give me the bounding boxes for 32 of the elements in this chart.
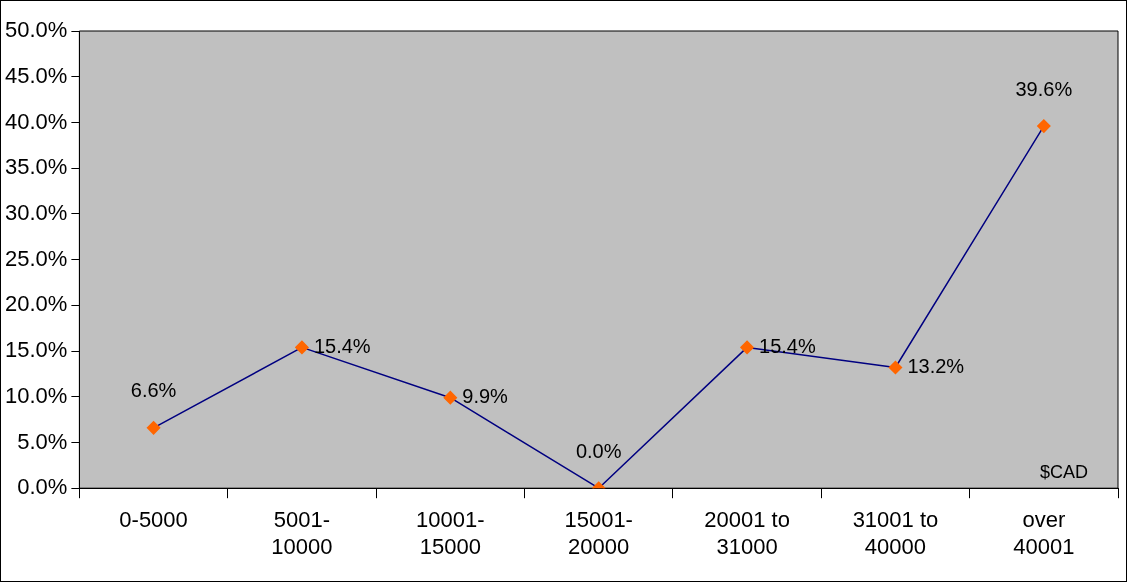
y-tick-label: 45.0% (4, 62, 68, 88)
annotation: $CAD (1039, 462, 1088, 483)
y-tick-label: 10.0% (4, 382, 68, 408)
x-tick-label: 5001- 10000 (271, 507, 333, 559)
y-tick-label: 30.0% (4, 199, 68, 225)
point (146, 421, 161, 435)
data-label: 13.2% (907, 355, 965, 378)
y-tick-label: 20.0% (4, 291, 68, 317)
point (295, 340, 309, 355)
x-tick-label: 15001- 20000 (564, 507, 633, 559)
data-label: 9.9% (462, 385, 509, 408)
x-tick-label: over 40001 (1013, 507, 1075, 559)
y-tick-label: 50.0% (4, 17, 68, 43)
data-label: 0.0% (575, 439, 622, 462)
y-tick-label: 15.0% (4, 337, 68, 363)
data-label: 39.6% (1015, 77, 1073, 100)
x-tick-label: 31001 to 40000 (852, 507, 939, 559)
data-label: 15.4% (759, 334, 816, 357)
point (740, 340, 754, 355)
y-tick-label: 5.0% (17, 428, 68, 454)
y-tick-label: 0.0% (17, 474, 68, 500)
data-label: 15.4% (313, 334, 371, 357)
y-tick-label: 35.0% (4, 154, 68, 180)
y-tick-label: 40.0% (4, 108, 68, 134)
x-tick-label: 20001 to 31000 (704, 507, 790, 559)
x-tick-label: 10001- 15000 (416, 507, 485, 559)
data-label: 6.6% (130, 379, 177, 402)
y-tick-label: 25.0% (4, 245, 68, 271)
x-tick-label: 0-5000 (119, 507, 188, 533)
point (1037, 119, 1051, 133)
point (443, 390, 458, 405)
point (888, 360, 903, 375)
